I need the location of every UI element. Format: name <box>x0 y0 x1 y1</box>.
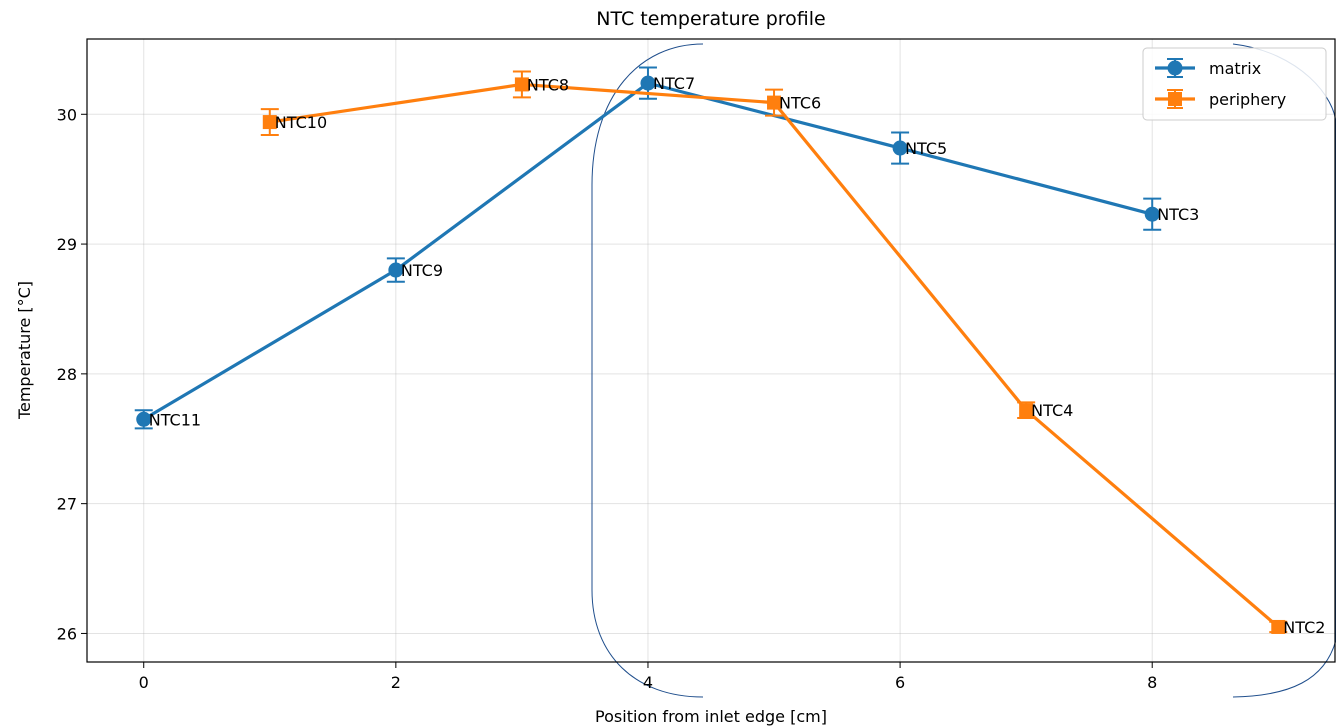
data-point-ntc2 <box>1271 619 1286 634</box>
point-label-ntc2: NTC2 <box>1283 618 1325 637</box>
point-label-ntc10: NTC10 <box>275 113 327 132</box>
data-point-ntc7 <box>640 75 656 91</box>
series-layer <box>134 66 1288 634</box>
overlay-arc-left <box>591 43 704 698</box>
point-label-layer: NTC11 NTC9 NTC7 NTC5 NTC3 NTC10 NTC8 NTC6 NTC4 NT… <box>149 74 1326 637</box>
data-point-ntc6 <box>767 95 782 110</box>
x-tick-label: 0 <box>139 673 149 692</box>
x-tick-label: 2 <box>391 673 401 692</box>
point-label-ntc9: NTC9 <box>401 261 443 280</box>
point-label-ntc3: NTC3 <box>1157 205 1199 224</box>
series-periphery <box>260 70 1288 634</box>
x-tick-label: 6 <box>895 673 905 692</box>
legend-label: matrix <box>1209 59 1261 78</box>
point-label-ntc6: NTC6 <box>779 94 821 113</box>
point-label-ntc4: NTC4 <box>1031 401 1073 420</box>
data-point-ntc5 <box>892 140 908 156</box>
tick-layer: 0 2 4 6 8 26 27 28 29 30 <box>57 105 1158 692</box>
y-tick-label: 26 <box>57 624 77 643</box>
x-tick-label: 8 <box>1147 673 1157 692</box>
y-tick-label: 29 <box>57 235 77 254</box>
y-tick-label: 27 <box>57 495 77 514</box>
data-point-ntc10 <box>262 115 277 130</box>
chart-title: NTC temperature profile <box>596 8 826 30</box>
y-axis-label: Temperature [°C] <box>15 281 34 420</box>
series-line-periphery <box>269 82 1280 629</box>
legend-item-periphery: periphery <box>1155 89 1286 109</box>
data-point-ntc11 <box>136 411 152 427</box>
legend-label: periphery <box>1209 90 1286 109</box>
overlay-arc-right <box>1232 43 1336 698</box>
y-tick-label: 28 <box>57 365 77 384</box>
data-point-ntc4 <box>1019 403 1034 418</box>
grid-layer <box>87 39 1335 662</box>
point-label-ntc5: NTC5 <box>905 139 947 158</box>
x-tick-label: 4 <box>643 673 653 692</box>
legend-box <box>1142 47 1327 121</box>
data-point-ntc8 <box>514 77 529 92</box>
legend-item-matrix: matrix <box>1155 58 1261 78</box>
legend-marker <box>1168 92 1182 106</box>
overlay-layer <box>591 43 1336 698</box>
plot-frame <box>86 38 1336 663</box>
legend-marker <box>1167 60 1183 76</box>
data-point-ntc9 <box>388 262 404 278</box>
x-axis-label: Position from inlet edge [cm] <box>595 707 827 726</box>
y-tick-label: 30 <box>57 105 77 124</box>
point-label-ntc11: NTC11 <box>149 410 201 429</box>
data-point-ntc3 <box>1144 206 1160 222</box>
point-label-ntc8: NTC8 <box>527 75 569 94</box>
point-label-ntc7: NTC7 <box>653 74 695 93</box>
series-matrix <box>134 66 1162 430</box>
legend: matrix periphery <box>1142 47 1327 121</box>
